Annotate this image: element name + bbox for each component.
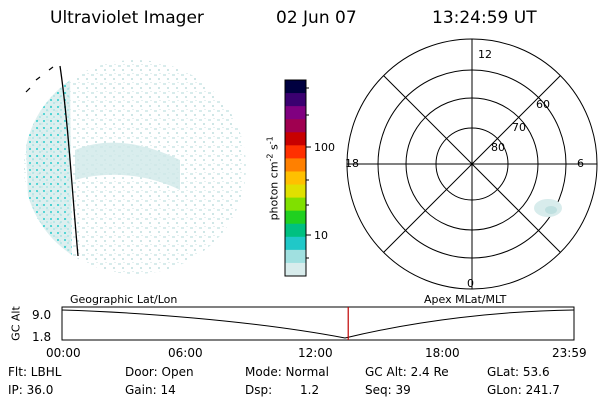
info-gcalt: GC Alt: 2.4 Re (365, 365, 449, 379)
timeline-ytick-top: 9.0 (32, 308, 52, 322)
lat-label-80: 80 (491, 141, 505, 154)
colorbar-tick-100: 100 (314, 141, 335, 154)
info-glon: GLon: 241.7 (487, 383, 560, 397)
colorbar-stripe (285, 184, 306, 199)
altitude-curve (61, 309, 575, 339)
timeline-axis-label: GC Alt (9, 306, 23, 341)
info-flt: Flt: LBHL (8, 365, 62, 379)
colorbar-stripe (285, 106, 306, 120)
timeline-xtick-1200: 12:00 (298, 346, 333, 360)
colorbar-stripe (285, 236, 306, 251)
mlt-label-12: 12 (478, 48, 492, 61)
app-title: Ultraviolet Imager (50, 8, 204, 28)
timeline-xtick-2359: 23:59 (552, 346, 587, 360)
colorbar-stripe (285, 93, 306, 107)
colorbar-stripe (285, 223, 306, 238)
timeline-ytick-bottom: 1.8 (32, 330, 52, 344)
lat-label-60: 60 (536, 98, 550, 111)
timeline-left-title: Geographic Lat/Lon (70, 293, 178, 306)
timeline-right-title: Apex MLat/MLT (424, 293, 507, 306)
colorbar-stripe (285, 80, 306, 94)
colorbar-tick-10: 10 (314, 229, 328, 242)
colorbar-stripe (285, 171, 306, 186)
info-seq: Seq: 39 (365, 383, 411, 397)
colorbar-stripe (285, 145, 306, 159)
info-door: Door: Open (125, 365, 194, 379)
info-gain: Gain: 14 (125, 383, 176, 397)
info-dsp-value: 1.2 (300, 383, 320, 397)
timeline-xtick-0600: 06:00 (168, 346, 203, 360)
info-ip: IP: 36.0 (8, 383, 54, 397)
terminator-line (59, 65, 79, 257)
colorbar-stripe (285, 197, 306, 212)
mlt-label-18: 18 (345, 157, 359, 170)
info-dsp-label: Dsp: (245, 383, 273, 397)
colorbar-stripes (285, 80, 306, 277)
earth-disk (24, 60, 246, 274)
mlt-label-0: 0 (467, 277, 474, 290)
colorbar-stripe (285, 119, 306, 133)
colorbar-stripe (285, 132, 306, 146)
colorbar-stripe (285, 210, 306, 225)
info-glat: GLat: 53.6 (487, 365, 550, 379)
info-mode: Mode: Normal (245, 365, 329, 379)
colorbar-stripe (285, 262, 306, 277)
date-label: 02 Jun 07 (276, 8, 357, 28)
time-label: 13:24:59 UT (432, 8, 537, 28)
timeline-xtick-1800: 18:00 (425, 346, 460, 360)
colorbar-stripe (285, 249, 306, 264)
mlt-label-6: 6 (577, 157, 584, 170)
lat-label-70: 70 (512, 121, 526, 134)
colorbar-stripe (285, 158, 306, 172)
timeline-xtick-0000: 00:00 (46, 346, 81, 360)
